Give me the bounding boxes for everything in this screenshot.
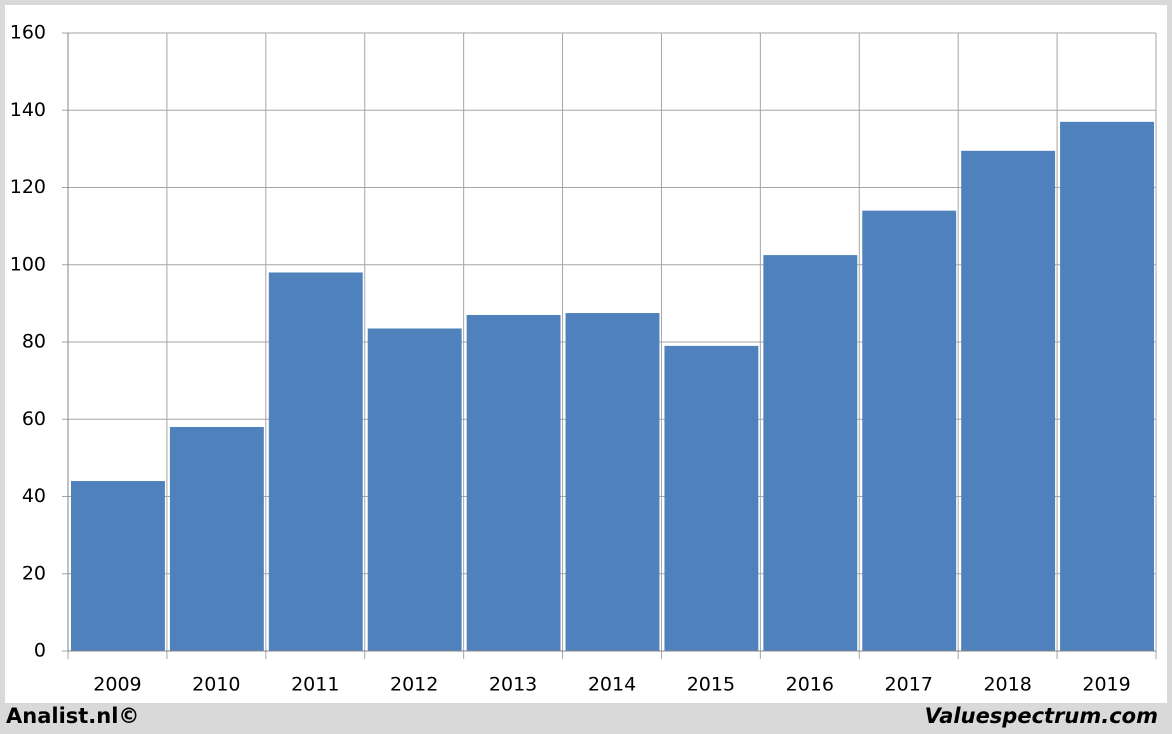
x-tick-label: 2013	[489, 674, 537, 696]
x-tick-label: 2009	[93, 674, 141, 696]
y-tick-label: 40	[22, 485, 46, 507]
x-tick-label: 2015	[687, 674, 735, 696]
x-tick-label: 2017	[885, 674, 933, 696]
bar	[961, 150, 1056, 651]
y-tick-label: 80	[22, 331, 46, 353]
bar	[71, 481, 165, 651]
y-tick-label: 20	[22, 562, 46, 584]
x-tick-label: 2014	[588, 674, 636, 696]
x-tick-label: 2019	[1082, 674, 1130, 696]
y-tick-label: 120	[10, 176, 46, 198]
y-tick-label: 140	[10, 99, 46, 121]
bar	[466, 314, 561, 651]
x-tick-label: 2018	[983, 674, 1031, 696]
x-tick-label: 2010	[192, 674, 240, 696]
x-tick-label: 2011	[291, 674, 339, 696]
y-tick-label: 160	[10, 22, 46, 44]
x-tick-label: 2016	[786, 674, 834, 696]
bar	[169, 426, 264, 651]
bar	[763, 255, 858, 651]
y-tick-label: 0	[34, 640, 46, 662]
bar	[367, 328, 462, 651]
y-tick-label: 100	[10, 253, 46, 275]
bar	[565, 313, 660, 651]
bar	[1060, 121, 1154, 651]
bar	[862, 210, 957, 652]
bar	[268, 272, 363, 651]
x-tick-label: 2012	[390, 674, 438, 696]
footer-left: Analist.nl©	[6, 704, 139, 728]
footer-right: Valuespectrum.com	[925, 704, 1158, 728]
y-tick-label: 60	[22, 408, 46, 430]
bar	[664, 345, 759, 651]
